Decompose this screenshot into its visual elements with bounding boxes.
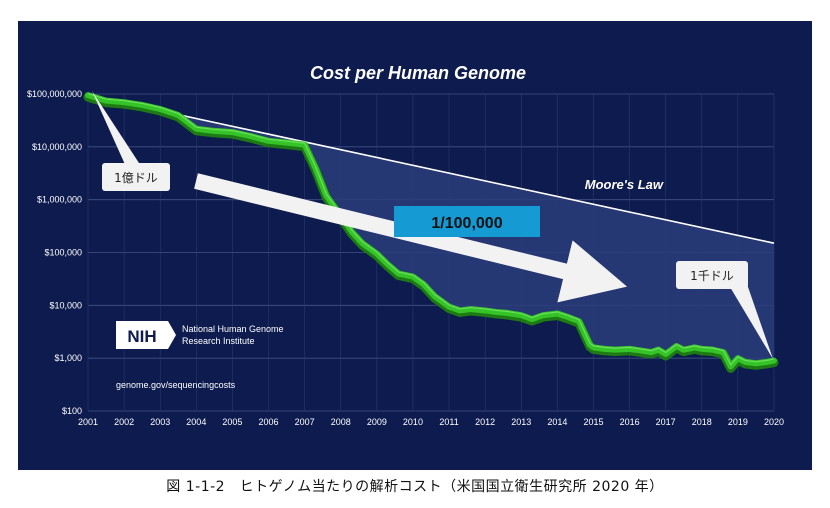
series-layer (83, 92, 779, 373)
callout-100m-text: 1億ドル (114, 171, 158, 185)
nih-logo-name-line2: Research Institute (182, 336, 255, 346)
x-tick-label: 2008 (331, 417, 351, 427)
y-tick-label: $1,000,000 (37, 195, 82, 205)
y-tick-label: $100 (62, 406, 82, 416)
nih-logo-name-line1: National Human Genome (182, 324, 284, 334)
x-tick-label: 2003 (150, 417, 170, 427)
chart-svg: Cost per Human Genome $100,000,000 $10,00… (18, 21, 812, 470)
nih-logo-box (116, 321, 168, 349)
x-tick-label: 2010 (403, 417, 423, 427)
figure-caption: 図 1-1-2 ヒトゲノム当たりの解析コスト（米国国立衛生研究所 2020 年） (166, 479, 664, 495)
source-url: genome.gov/sequencingcosts (116, 380, 236, 390)
nih-logo-abbr: NIH (127, 327, 156, 346)
x-tick-label: 2016 (620, 417, 640, 427)
callout-100m-box (102, 163, 170, 191)
y-axis: $100,000,000 $10,000,000 $1,000,000 $100,00… (27, 89, 82, 416)
x-tick-label: 2005 (222, 417, 242, 427)
genome-cost-line-highlight (87, 93, 775, 366)
chart-panel: Cost per Human Genome $100,000,000 $10,00… (18, 21, 812, 470)
x-tick-label: 2018 (692, 417, 712, 427)
x-tick-label: 2020 (764, 417, 784, 427)
y-tick-label: $10,000,000 (32, 142, 82, 152)
callout-100m: 1億ドル (92, 91, 170, 191)
y-tick-label: $10,000 (49, 300, 82, 310)
y-tick-label: $1,000 (54, 353, 82, 363)
chart-title: Cost per Human Genome (310, 63, 526, 83)
y-tick-label: $100,000,000 (27, 89, 82, 99)
x-tick-label: 2001 (78, 417, 98, 427)
x-tick-label: 2006 (259, 417, 279, 427)
ratio-box (394, 206, 540, 237)
x-tick-label: 2015 (583, 417, 603, 427)
x-tick-label: 2009 (367, 417, 387, 427)
callout-1k-pointer (730, 287, 773, 359)
x-tick-label: 2002 (114, 417, 134, 427)
ratio-label: 1/100,000 (394, 206, 540, 237)
nih-logo: NIH National Human Genome Research Insti… (116, 321, 284, 349)
callout-1k-box (676, 261, 748, 289)
genome-cost-line (85, 92, 777, 370)
x-tick-label: 2013 (511, 417, 531, 427)
x-tick-label: 2012 (475, 417, 495, 427)
moores-law-label: Moore's Law (585, 177, 664, 192)
x-tick-label: 2019 (728, 417, 748, 427)
moores-law-line (87, 94, 775, 244)
x-tick-label: 2007 (295, 417, 315, 427)
y-tick-label: $100,000 (44, 248, 82, 258)
x-tick-label: 2014 (547, 417, 567, 427)
nih-logo-tip (168, 321, 176, 349)
x-tick-label: 2011 (439, 417, 458, 427)
callout-1k: 1千ドル (676, 261, 773, 359)
ratio-text: 1/100,000 (431, 215, 502, 232)
x-tick-label: 2017 (656, 417, 676, 427)
x-axis: 2001 2002 2003 2004 2005 2006 2007 2008 2009 2010… (78, 417, 784, 427)
callout-1k-text: 1千ドル (690, 269, 734, 283)
x-tick-label: 2004 (186, 417, 206, 427)
